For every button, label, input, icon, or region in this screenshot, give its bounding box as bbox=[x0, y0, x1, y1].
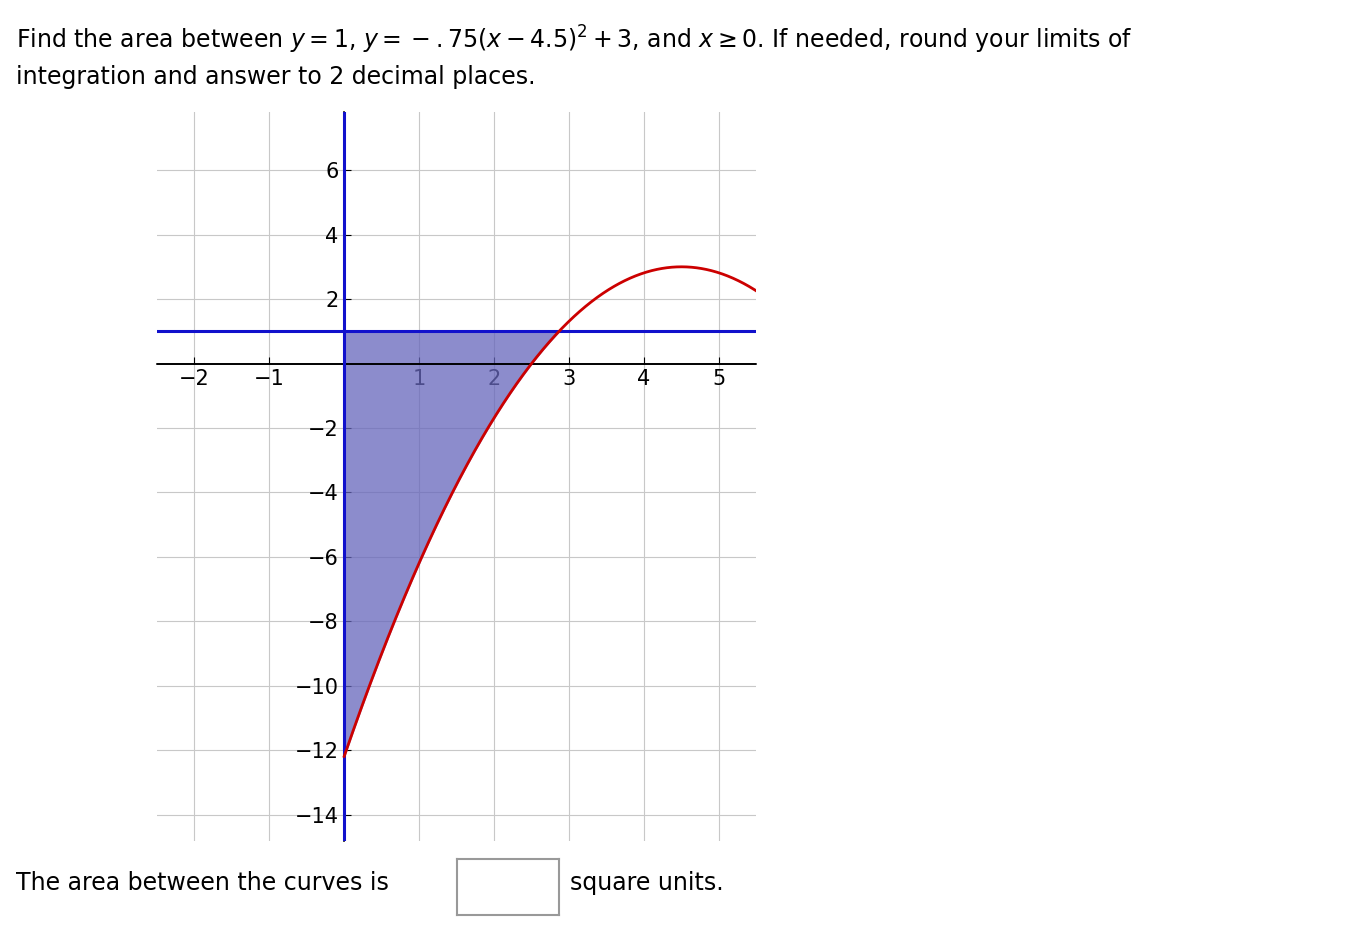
Text: Find the area between $y = 1$, $y = -.75(x - 4.5)^2 + 3$, and $x \geq 0$. If nee: Find the area between $y = 1$, $y = -.75… bbox=[16, 23, 1133, 55]
Text: square units.: square units. bbox=[570, 870, 724, 895]
Text: integration and answer to 2 decimal places.: integration and answer to 2 decimal plac… bbox=[16, 65, 536, 90]
Text: The area between the curves is: The area between the curves is bbox=[16, 870, 390, 895]
